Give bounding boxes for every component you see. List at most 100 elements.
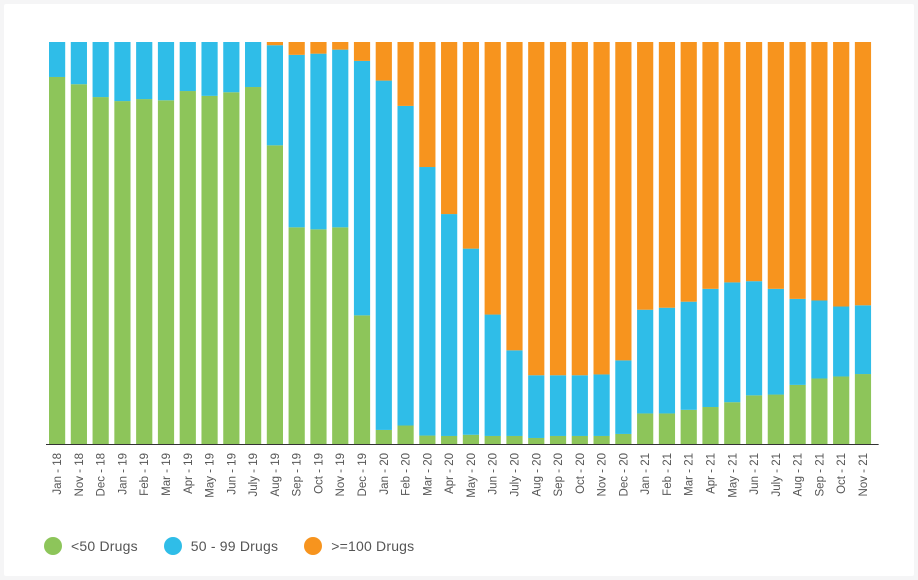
bar-segment-3-11 xyxy=(266,42,283,46)
x-tick-label: Dec - 20 xyxy=(618,453,630,496)
bar-segment-2-6 xyxy=(157,42,175,101)
bar-segment-3-29 xyxy=(658,42,676,308)
x-tick-label: Oct - 19 xyxy=(313,453,325,494)
bar-segment-1-31 xyxy=(702,407,719,444)
bar-segment-1-22 xyxy=(506,435,523,444)
x-tick-label: Mar - 21 xyxy=(684,453,696,496)
bar-segment-2-31 xyxy=(702,288,719,408)
x-tick-label: Sep - 21 xyxy=(814,453,826,496)
bar-segment-1-18 xyxy=(419,435,436,444)
legend-label: 50 - 99 Drugs xyxy=(190,538,279,554)
bar-segment-1-16 xyxy=(375,429,392,444)
bar-segment-3-36 xyxy=(811,42,828,301)
bar-segment-3-24 xyxy=(549,42,567,376)
bar-segment-1-32 xyxy=(724,402,741,444)
bar-segment-2-34 xyxy=(767,288,784,395)
bar-segment-2-38 xyxy=(854,305,872,375)
bar-segment-3-20 xyxy=(462,42,480,249)
bar-segment-2-28 xyxy=(637,309,654,414)
x-tick-label: Jan - 19 xyxy=(117,453,129,495)
bar-segment-2-25 xyxy=(571,375,588,436)
x-tick-label: Nov - 20 xyxy=(597,453,609,496)
x-tick-label: Oct - 21 xyxy=(836,453,848,494)
x-tick-label: Sep - 20 xyxy=(553,453,565,496)
chart-card: Jan - 18 Nov - 18 Dec - 18 Jan - 19 Feb - 19… xyxy=(4,4,914,576)
bar-segment-1-5 xyxy=(136,99,153,444)
bar-segment-1-24 xyxy=(549,435,567,444)
bar-segment-3-38 xyxy=(854,42,872,306)
x-tick-label: May - 20 xyxy=(466,453,478,498)
bar-segment-1-12 xyxy=(288,227,305,444)
x-tick-label: Aug - 19 xyxy=(270,453,282,496)
legend-label: >=100 Drugs xyxy=(331,538,415,554)
bar-segment-2-15 xyxy=(353,60,371,316)
bar-segment-3-31 xyxy=(702,42,719,289)
x-tick-label: Feb - 20 xyxy=(401,453,413,496)
bar-segment-1-37 xyxy=(833,376,850,444)
x-tick-label: May - 21 xyxy=(727,453,739,498)
x-tick-label: Dec - 18 xyxy=(96,453,108,496)
bar-segment-3-16 xyxy=(375,42,392,81)
bar-segment-2-37 xyxy=(833,306,850,377)
x-tick-label: July - 21 xyxy=(771,453,783,496)
bar-segment-1-6 xyxy=(157,100,175,444)
x-tick-label: Nov - 18 xyxy=(74,453,86,496)
bar-segment-1-1 xyxy=(49,76,66,444)
bar-segment-1-34 xyxy=(767,394,784,444)
bar-segment-1-15 xyxy=(353,315,371,444)
bar-segment-2-26 xyxy=(593,374,610,436)
x-tick-label: Jun - 19 xyxy=(226,453,238,495)
bar-segment-1-38 xyxy=(854,374,872,444)
bar-segment-2-8 xyxy=(201,42,218,96)
bar-segment-1-20 xyxy=(462,434,480,444)
bar-segment-3-14 xyxy=(332,42,349,50)
x-tick-label: Mar - 19 xyxy=(161,453,173,496)
bar-segment-1-9 xyxy=(223,92,240,444)
bar-segment-2-13 xyxy=(310,53,327,230)
legend: <50 Drugs 50 - 99 Drugs >=100 Drugs xyxy=(44,534,440,558)
bar-segment-3-32 xyxy=(724,42,741,283)
bar-segment-2-29 xyxy=(658,307,676,414)
x-tick-label: Apr - 21 xyxy=(706,453,718,494)
bar-segment-3-25 xyxy=(571,42,588,376)
bar-segment-1-23 xyxy=(528,437,545,444)
legend-item-2: 50 - 99 Drugs xyxy=(163,537,279,555)
bar-segment-1-14 xyxy=(332,227,349,444)
bar-segment-3-30 xyxy=(680,42,697,302)
bar-segment-3-19 xyxy=(441,42,458,215)
legend-swatch-icon xyxy=(304,537,323,555)
bar-segment-3-17 xyxy=(397,42,414,106)
x-tick-label: Jun - 21 xyxy=(749,453,761,495)
bar-segment-2-33 xyxy=(745,281,763,396)
bar-segment-1-25 xyxy=(571,435,588,444)
stacked-bar-chart: Jan - 18 Nov - 18 Dec - 18 Jan - 19 Feb - 19… xyxy=(46,42,879,498)
bar-segment-2-30 xyxy=(680,301,697,410)
bar-segment-2-7 xyxy=(179,42,196,92)
bar-segment-1-36 xyxy=(811,378,828,444)
x-tick-label: Jan - 20 xyxy=(379,453,391,495)
bars-layer xyxy=(49,42,872,445)
bar-segment-1-4 xyxy=(114,101,131,444)
bar-segment-1-21 xyxy=(484,435,501,444)
x-tick-label: May - 19 xyxy=(205,453,217,498)
bar-segment-2-2 xyxy=(70,42,87,85)
bar-segment-2-21 xyxy=(484,314,501,436)
x-tick-label: Jan - 21 xyxy=(640,453,652,495)
x-tick-label: Apr - 20 xyxy=(444,453,456,494)
bar-segment-3-22 xyxy=(506,42,523,351)
bar-segment-1-17 xyxy=(397,425,414,444)
bar-segment-2-32 xyxy=(724,282,741,403)
bar-segment-2-17 xyxy=(397,105,414,426)
bar-segment-2-23 xyxy=(528,375,545,438)
x-tick-label: Jan - 18 xyxy=(52,453,64,495)
bar-segment-3-35 xyxy=(789,42,806,299)
x-tick-label: Sep - 19 xyxy=(292,453,304,496)
bar-segment-3-23 xyxy=(528,42,545,376)
bar-segment-2-35 xyxy=(789,298,806,385)
x-tick-label: Feb - 19 xyxy=(139,453,151,496)
bar-segment-1-29 xyxy=(658,413,676,444)
bar-segment-1-27 xyxy=(615,433,632,444)
bar-segment-3-12 xyxy=(288,42,305,55)
bar-segment-2-12 xyxy=(288,54,305,228)
x-tick-labels: Jan - 18 Nov - 18 Dec - 18 Jan - 19 Feb - 19… xyxy=(52,453,870,498)
